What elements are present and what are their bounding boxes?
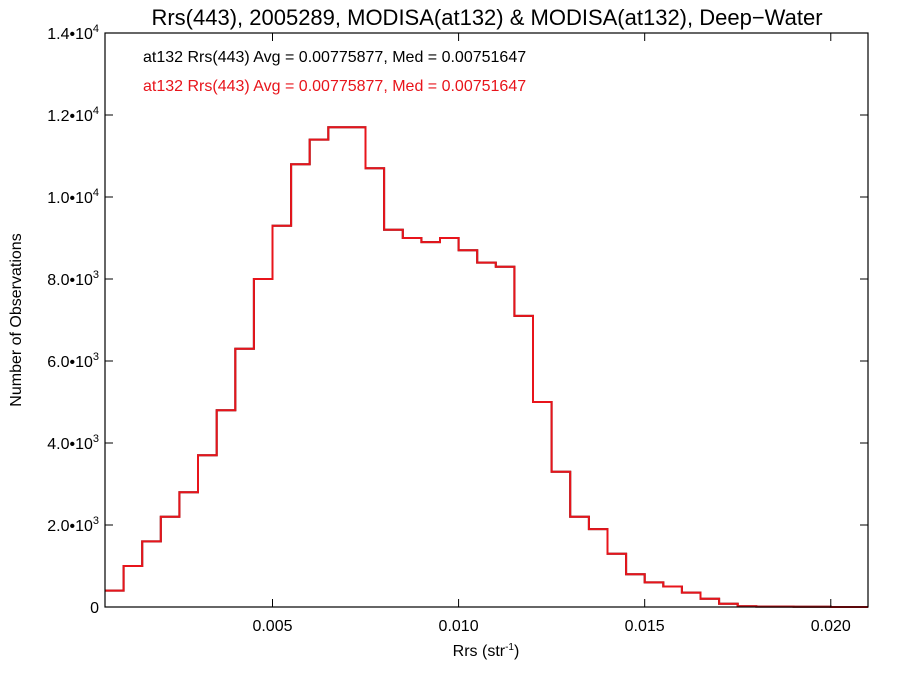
y-tick-label-7: 1.4•104 xyxy=(47,23,99,43)
y-tick-label-2: 4.0•103 xyxy=(47,433,99,453)
x-tick-label-2: 0.015 xyxy=(625,618,665,635)
x-tick-label-0: 0.005 xyxy=(252,618,292,635)
annotation-red: at132 Rrs(443) Avg = 0.00775877, Med = 0… xyxy=(143,78,526,95)
x-axis-label-superscript: -1 xyxy=(505,642,514,653)
plot-frame xyxy=(104,32,869,608)
y-tick-label-6: 1.2•104 xyxy=(47,105,99,125)
x-axis: 0.005 0.010 0.015 0.020 xyxy=(252,33,851,635)
y-tick-label-4: 8.0•103 xyxy=(47,269,99,289)
x-axis-label: Rrs (str-1) xyxy=(453,642,520,660)
y-tick-label-1: 2.0•103 xyxy=(47,515,99,535)
y-tick-label-5: 1.0•104 xyxy=(47,187,99,207)
annotation-black: at132 Rrs(443) Avg = 0.00775877, Med = 0… xyxy=(143,49,526,66)
series-line-0 xyxy=(105,126,868,608)
series-layer xyxy=(105,126,868,608)
x-axis-label-suffix: ) xyxy=(514,643,519,660)
y-tick-label-0: 0 xyxy=(90,600,99,617)
y-axis-label: Number of Observations xyxy=(8,233,25,406)
x-axis-label-text: Rrs (str xyxy=(453,643,506,660)
y-axis: 0 2.0•103 4.0•103 6.0•103 8.0•103 1.0•104 1.2•… xyxy=(47,23,868,617)
series-line-1 xyxy=(105,126,868,608)
chart-title: Rrs(443), 2005289, MODISA(at132) & MODIS… xyxy=(151,5,822,30)
x-tick-label-3: 0.020 xyxy=(811,618,851,635)
y-tick-label-3: 6.0•103 xyxy=(47,351,99,371)
x-tick-label-1: 0.010 xyxy=(439,618,479,635)
